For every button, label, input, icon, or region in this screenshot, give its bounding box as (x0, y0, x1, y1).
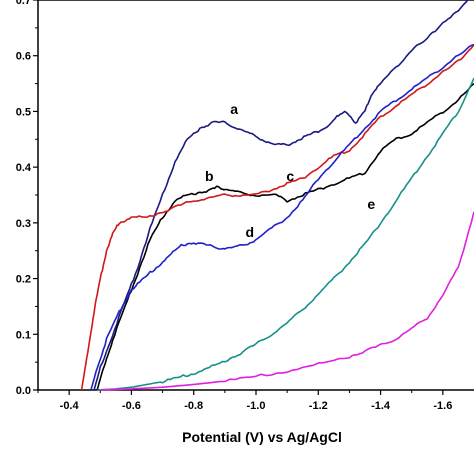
curve-label-a: a (230, 101, 238, 117)
x-tick-label: -1.4 (371, 400, 391, 412)
x-axis-ticks: -0.4 -0.6 -0.8 -1.0 -1.2 -1.4 -1.6 (37, 390, 452, 412)
y-tick-label: 0.1 (16, 329, 31, 341)
x-tick-label: -0.6 (122, 400, 141, 412)
y-tick-label: 0.5 (16, 106, 31, 118)
series-line-e (97, 77, 474, 391)
curve-label-d: d (245, 224, 254, 240)
curve-labels: a b c d e (205, 101, 375, 240)
x-tick-label: -1.6 (433, 400, 452, 412)
plot-border (37, 0, 474, 391)
series-line-c (80, 44, 474, 391)
y-axis-ticks: 0.0 0.1 0.2 0.3 0.4 0.5 0.6 0.7 (16, 0, 38, 397)
y-tick-label: 0.3 (16, 218, 31, 230)
x-tick-label: -0.8 (184, 400, 203, 412)
y-tick-label: 0.0 (16, 385, 31, 397)
x-tick-label: -1.0 (247, 400, 266, 412)
series-line-a (93, 0, 469, 391)
series-layer (80, 0, 474, 391)
y-tick-label: 0.2 (16, 274, 31, 286)
x-tick-label: -0.4 (60, 400, 80, 412)
plot-frame (37, 0, 474, 391)
series-line-d (90, 43, 474, 391)
curve-label-c: c (286, 168, 294, 184)
x-tick-label: -1.2 (309, 400, 328, 412)
y-tick-label: 0.6 (16, 51, 31, 63)
curve-label-b: b (205, 168, 214, 184)
x-axis-title: Potential (V) vs Ag/AgCl (182, 429, 342, 445)
series-line-f (100, 211, 474, 391)
y-tick-label: 0.4 (16, 162, 32, 174)
y-tick-label: 0.7 (16, 0, 31, 7)
series-line-b (96, 82, 474, 391)
curve-label-e: e (367, 196, 375, 212)
